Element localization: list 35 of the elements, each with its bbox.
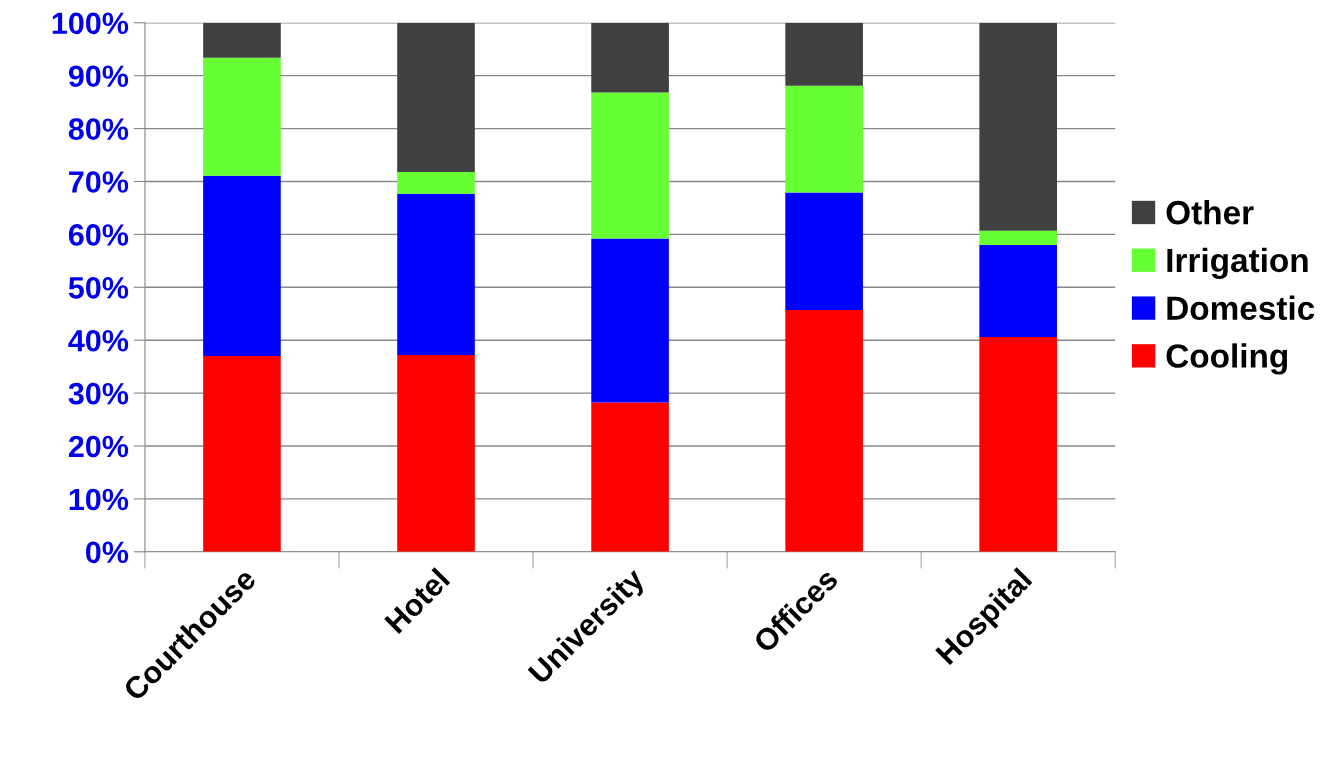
bar [785,22,863,86]
y-tick-label: 80% [68,118,129,140]
bar [397,171,475,194]
legend-label: Other [1166,199,1254,225]
bar [785,192,863,311]
bar [591,238,669,403]
bar [203,356,281,552]
legend-label: Irrigation [1167,247,1308,279]
bar [591,402,669,552]
y-tick-label: 40% [68,329,129,352]
bar [397,193,475,355]
bar [397,355,475,552]
bar [979,337,1057,552]
bar [397,22,475,172]
bar [203,175,281,357]
legend-label: Cooling [1166,343,1288,375]
bar [979,230,1057,245]
bar [785,85,863,193]
bar [203,22,281,58]
y-tick-label: 50% [68,277,129,299]
bar [979,22,1057,231]
bar [785,310,863,552]
y-tick-label: 100% [52,12,129,35]
bar [591,92,669,239]
y-tick-label: 20% [68,435,129,458]
y-tick-label: 70% [69,171,129,193]
bar [203,57,281,176]
y-tick-label: 90% [68,65,129,88]
y-tick-label: 30% [68,382,129,405]
bar [591,22,669,93]
y-tick-label: 0% [86,541,129,564]
y-tick-label: 60% [68,224,129,246]
legend-label: Domestic [1167,295,1315,321]
y-tick-label: 10% [69,488,129,511]
bar [979,244,1057,338]
